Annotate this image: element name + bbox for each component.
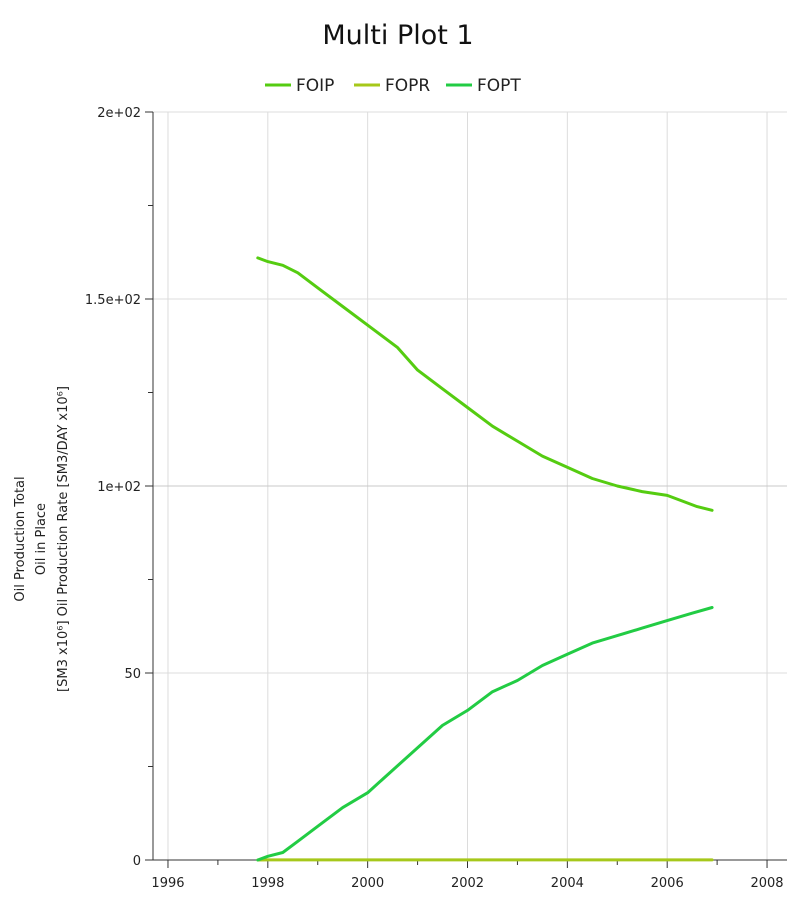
y-axis-label-line-1: Oil Production Total <box>13 476 28 601</box>
y-axis-label-line-2: Oil in Place <box>34 503 49 575</box>
x-tick-label: 2004 <box>551 876 584 891</box>
y-tick-label: 50 <box>124 667 141 682</box>
y-tick-label: 0 <box>133 854 141 869</box>
x-tick-label: 1998 <box>251 876 284 891</box>
y-tick-label: 2e+02 <box>97 106 141 121</box>
x-tick-label: 2008 <box>750 876 783 891</box>
x-tick-label: 2002 <box>451 876 484 891</box>
legend-label-fopr[interactable]: FOPR <box>385 76 430 96</box>
x-tick-label: 2000 <box>351 876 384 891</box>
y-axis-label-line-3: [SM3 x10⁶] Oil Production Rate [SM3/DAY … <box>56 386 71 692</box>
x-tick-label: 2006 <box>651 876 684 891</box>
chart-title: Multi Plot 1 <box>322 20 473 51</box>
series-line-fopt <box>256 606 714 862</box>
y-tick-label: 1e+02 <box>97 480 141 495</box>
legend-label-foip[interactable]: FOIP <box>296 76 334 96</box>
x-tick-label: 1996 <box>151 876 184 891</box>
series-line-foip <box>256 256 714 512</box>
y-tick-label: 1.5e+02 <box>85 293 141 308</box>
legend-label-fopt[interactable]: FOPT <box>477 76 521 96</box>
